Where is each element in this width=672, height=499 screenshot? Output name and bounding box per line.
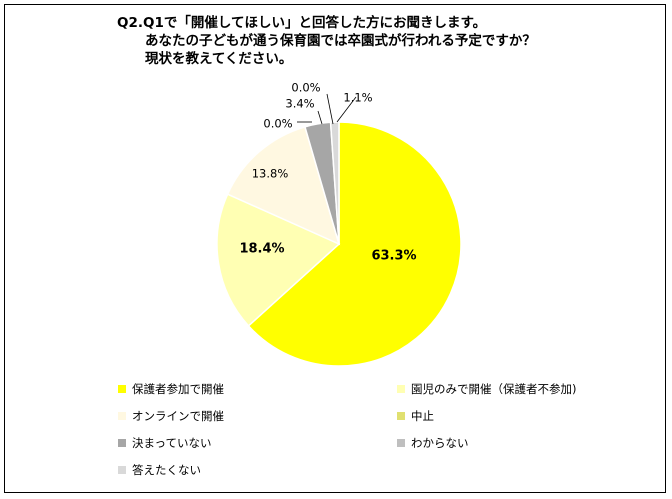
pie-slice-2 bbox=[226, 125, 341, 246]
leader-line-6 bbox=[336, 96, 357, 123]
pie-slice-0 bbox=[247, 121, 462, 367]
data-label-0: 63.3% bbox=[371, 249, 416, 264]
leader-line-5 bbox=[326, 93, 334, 125]
data-label-3: 0.0% bbox=[263, 117, 292, 131]
title-line-2: あなたの子どもが通う保育園では卒園式が行われる予定ですか？ bbox=[145, 33, 536, 49]
chart-frame bbox=[4, 4, 666, 493]
data-label-4: 3.4% bbox=[285, 97, 314, 111]
pie-slice-6 bbox=[329, 121, 340, 245]
data-label-5: 0.0% bbox=[291, 81, 320, 95]
leader-line-4 bbox=[317, 110, 323, 125]
title-line-1: Q2.Q1で「開催してほしい」と回答した方にお聞きします。 bbox=[117, 15, 487, 31]
title-line-3: 現状を教えてください。 bbox=[145, 51, 293, 67]
data-label-6: 1.1% bbox=[343, 91, 372, 105]
pie-slice-1 bbox=[216, 193, 341, 327]
chart-title: Q2.Q1で「開催してほしい」と回答した方にお聞きします。 あなたの子どもが通う… bbox=[117, 14, 657, 68]
data-label-2: 13.8% bbox=[252, 167, 289, 181]
data-label-1: 18.4% bbox=[239, 242, 284, 257]
